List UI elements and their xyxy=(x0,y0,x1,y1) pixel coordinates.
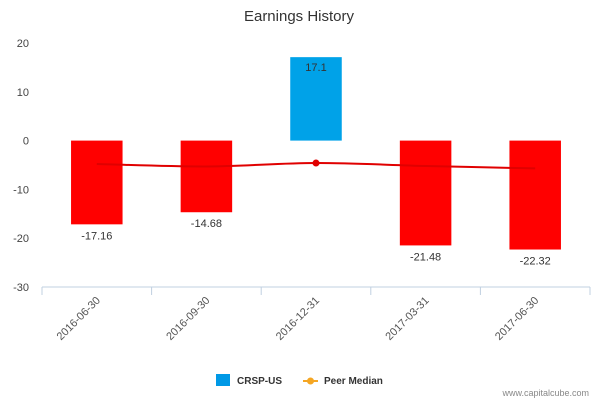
y-axis-ticks: 20 10 0 -10 -20 -30 xyxy=(13,38,29,294)
y-tick-label: 20 xyxy=(17,38,29,50)
bar-value-label: -17.16 xyxy=(81,230,112,242)
bar-value-label: -21.48 xyxy=(410,251,441,263)
legend-marker-peer-median xyxy=(307,377,314,385)
legend-item-crsp-us[interactable]: CRSP-US xyxy=(216,374,282,387)
peer-median-point[interactable] xyxy=(312,159,320,167)
bar-2017-03-31[interactable] xyxy=(399,140,452,246)
chart-title: Earnings History xyxy=(244,8,355,25)
legend-label-crsp-us: CRSP-US xyxy=(237,376,282,387)
x-axis-labels: 2016-06-30 2016-09-30 2016-12-31 2017-03-31… xyxy=(55,295,542,343)
bar-data-labels: -17.16 -14.68 17.1 -21.48 -22.32 xyxy=(81,62,551,267)
y-tick-label: -30 xyxy=(13,282,29,294)
legend-label-peer-median: Peer Median xyxy=(324,376,383,387)
x-axis-tick-marks xyxy=(41,287,591,295)
x-tick-label: 2016-12-31 xyxy=(274,295,322,343)
bar-value-label: -14.68 xyxy=(191,218,222,230)
bar-2016-12-31[interactable] xyxy=(290,57,342,141)
x-tick-label: 2016-09-30 xyxy=(164,295,212,343)
legend-item-peer-median[interactable]: Peer Median xyxy=(303,376,383,387)
legend: CRSP-US Peer Median xyxy=(216,374,383,387)
bar-series-crsp-us xyxy=(71,57,561,250)
bar-value-label: -22.32 xyxy=(520,256,551,268)
credit-text: www.capitalcube.com xyxy=(501,388,589,398)
y-tick-label: 0 xyxy=(23,136,29,148)
line-series-peer-median xyxy=(96,159,536,170)
x-tick-label: 2016-06-30 xyxy=(55,295,103,343)
legend-swatch-crsp-us xyxy=(216,374,230,386)
bar-2017-06-30[interactable] xyxy=(509,140,561,250)
bar-2016-06-30[interactable] xyxy=(71,140,123,225)
y-tick-label: -20 xyxy=(13,233,29,245)
y-tick-label: -10 xyxy=(13,184,29,196)
y-tick-label: 10 xyxy=(17,87,29,99)
x-tick-label: 2017-06-30 xyxy=(493,295,541,343)
bar-2016-09-30[interactable] xyxy=(180,140,233,213)
bar-value-label: 17.1 xyxy=(305,62,326,74)
x-tick-label: 2017-03-31 xyxy=(383,295,431,343)
